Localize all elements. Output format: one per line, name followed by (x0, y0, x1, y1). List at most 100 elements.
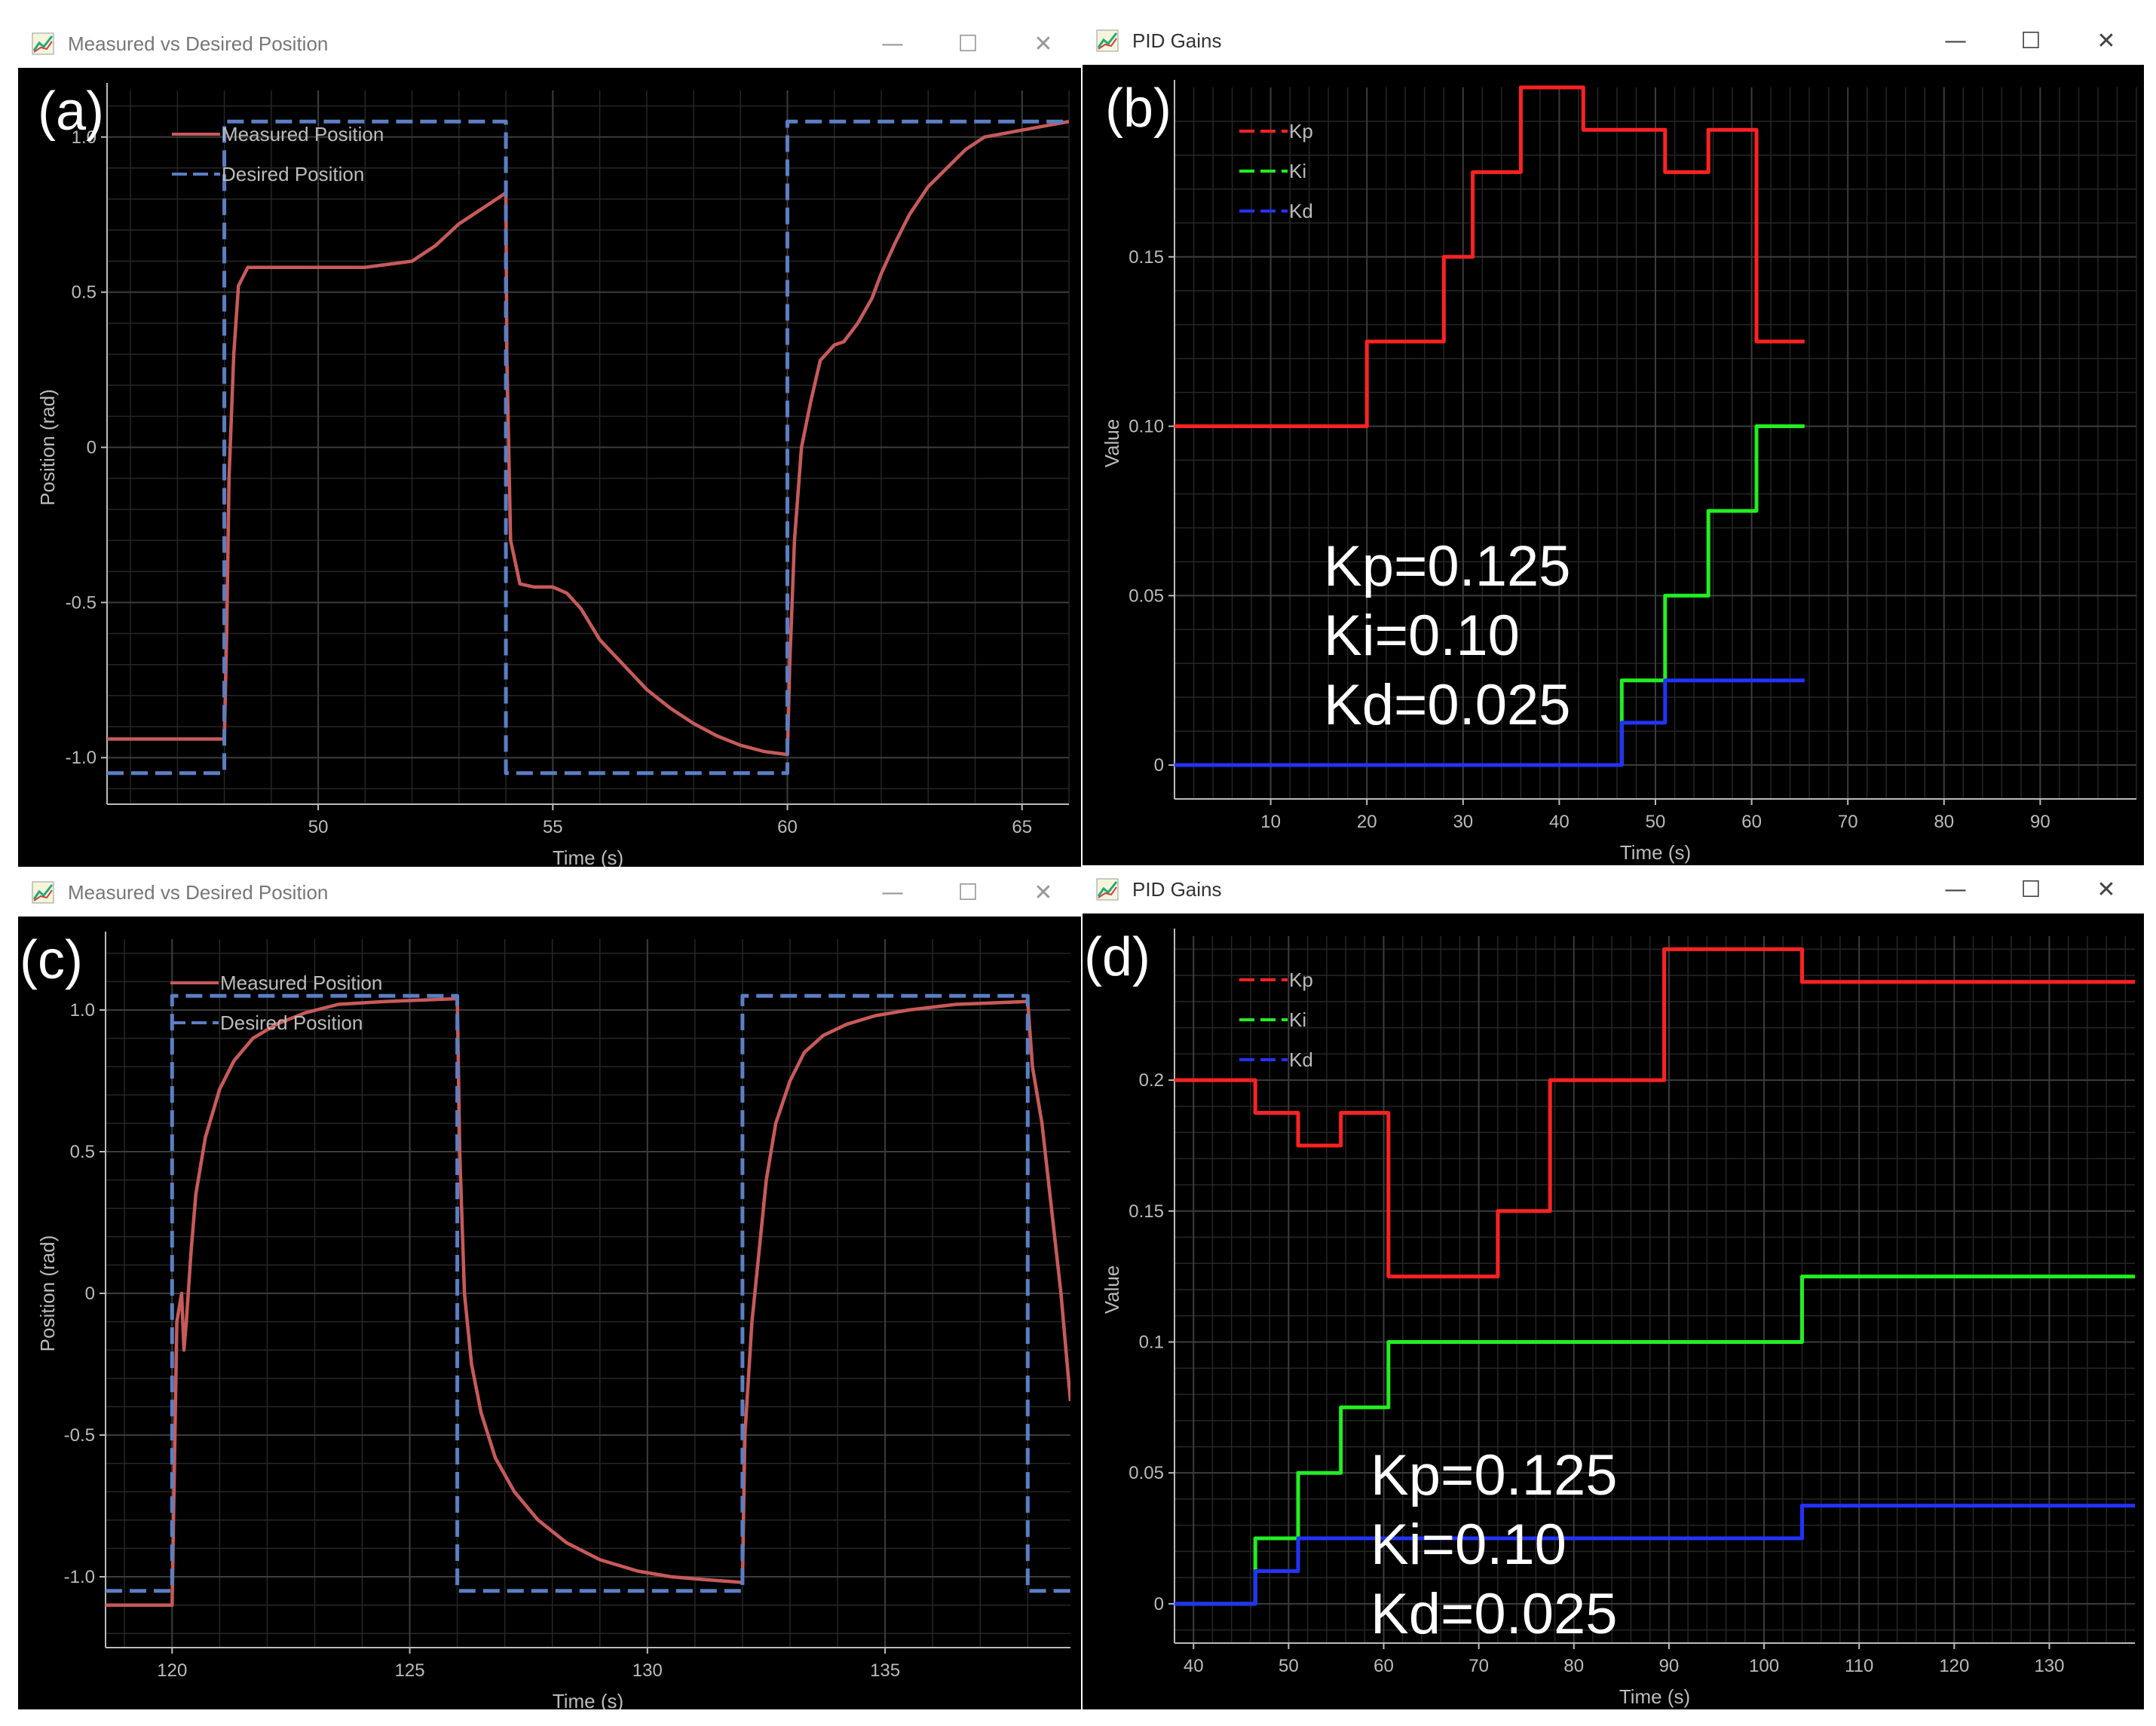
series-desired-position (107, 119, 1069, 776)
y-tick-label: 0 (87, 438, 96, 458)
series-measured-position (107, 119, 1069, 757)
y-axis-label: Value (1101, 419, 1123, 468)
series-kd (1174, 1504, 2135, 1606)
kd-annotation: Kd=0.025 (1324, 673, 1571, 737)
x-tick-label: 50 (308, 817, 329, 837)
app-icon (1096, 29, 1119, 52)
series-group (106, 993, 1070, 1607)
app-icon (32, 881, 54, 904)
legend-label: Measured Position (222, 123, 384, 145)
plot-area[interactable]: 40 50 60 70 80 90 100 110 120 130 0 0.05 0.1 0.15 0.2 T… (1083, 913, 2144, 1709)
close-button[interactable]: ✕ (2096, 27, 2116, 54)
x-axis-label: Time (s) (553, 846, 623, 867)
x-tick-label: 65 (1012, 817, 1032, 837)
kp-annotation: Kp=0.125 (1370, 1443, 1618, 1507)
minimize-button[interactable]: — (881, 30, 904, 57)
window-title: Measured vs Desired Position (68, 880, 329, 904)
close-button[interactable]: ✕ (2096, 876, 2116, 903)
window-measured-vs-desired-c: Measured vs Desired Position — ☐ ✕ 120 12… (18, 868, 1081, 1709)
grid (106, 939, 1070, 1648)
legend-label: Kp (1289, 969, 1313, 991)
series-desired-position (106, 993, 1070, 1593)
x-tick-label: 20 (1357, 812, 1377, 832)
position-chart[interactable]: 120 125 130 135 -1.0 -0.5 0 0.5 1.0 Time (s) Posit… (18, 917, 1081, 1709)
maximize-button[interactable]: ☐ (957, 30, 978, 57)
x-tick-label: 125 (395, 1660, 425, 1681)
maximize-button[interactable]: ☐ (957, 879, 978, 906)
window-pid-gains-b: PID Gains — ☐ ✕ 10 20 30 40 50 60 70 80 90 0 0.05 0… (1083, 17, 2144, 867)
legend-label: Desired Position (220, 1011, 363, 1034)
x-axis-label: Time (s) (553, 1690, 623, 1709)
x-tick-label: 130 (632, 1660, 663, 1681)
y-tick-label: 0.15 (1129, 247, 1164, 268)
plot-area[interactable]: 120 125 130 135 -1.0 -0.5 0 0.5 1.0 Time (s) Posit… (18, 917, 1081, 1709)
kp-annotation: Kp=0.125 (1324, 534, 1571, 598)
window-title: Measured vs Desired Position (68, 32, 329, 55)
panel-label: (a) (38, 81, 104, 142)
y-axis-label: Value (1101, 1265, 1123, 1314)
series-group (1174, 85, 1805, 767)
legend-label: Kd (1289, 1048, 1313, 1071)
x-tick-label: 30 (1453, 812, 1473, 832)
x-tick-label: 40 (1549, 812, 1570, 832)
y-tick-label: -1.0 (64, 1567, 95, 1587)
x-tick-label: 70 (1838, 812, 1858, 832)
close-button[interactable]: ✕ (1034, 30, 1053, 57)
position-chart[interactable]: 50 55 60 65 -1.0 -0.5 0 0.5 1.0 Time (s) Position … (18, 68, 1081, 867)
y-axis-label: Position (rad) (36, 1235, 59, 1352)
app-icon (32, 32, 54, 55)
x-tick-label: 70 (1468, 1656, 1489, 1676)
title-bar[interactable]: Measured vs Desired Position — ☐ ✕ (18, 20, 1081, 68)
legend-label: Kp (1289, 120, 1313, 142)
x-tick-label: 60 (777, 817, 798, 837)
y-tick-label: -1.0 (66, 748, 96, 768)
x-tick-label: 120 (157, 1660, 187, 1681)
x-tick-label: 90 (1659, 1656, 1680, 1676)
series-kd (1174, 678, 1805, 767)
maximize-button[interactable]: ☐ (2020, 27, 2041, 54)
minimize-button[interactable]: — (1944, 876, 1967, 903)
y-tick-label: 0.2 (1139, 1070, 1164, 1091)
grid (1174, 87, 2137, 800)
y-tick-label: 0 (85, 1284, 95, 1304)
legend-label: Kd (1289, 200, 1313, 222)
grid (107, 90, 1070, 804)
plot-area[interactable]: 10 20 30 40 50 60 70 80 90 0 0.05 0.10 0.15 Time (s) V… (1083, 65, 2144, 867)
x-tick-label: 50 (1646, 812, 1666, 832)
window-pid-gains-d: PID Gains — ☐ ✕ 40 50 60 70 80 90 100 110 120 130… (1083, 865, 2144, 1709)
title-bar[interactable]: PID Gains — ☐ ✕ (1083, 865, 2144, 913)
series-kp (1174, 85, 1805, 428)
y-tick-label: 0 (1154, 755, 1164, 776)
plot-area[interactable]: 50 55 60 65 -1.0 -0.5 0 0.5 1.0 Time (s) Position … (18, 68, 1081, 867)
x-axis-label: Time (s) (1619, 1685, 1690, 1708)
minimize-button[interactable]: — (881, 879, 904, 906)
minimize-button[interactable]: — (1944, 27, 1967, 54)
x-axis-label: Time (s) (1620, 841, 1691, 864)
y-axis-label: Position (rad) (36, 389, 59, 506)
series-ki (1174, 1275, 2135, 1606)
title-bar[interactable]: Measured vs Desired Position — ☐ ✕ (18, 868, 1081, 917)
panel-label: (d) (1084, 927, 1150, 987)
gains-chart[interactable]: 40 50 60 70 80 90 100 110 120 130 0 0.05 0.1 0.15 0.2 T… (1083, 913, 2144, 1709)
legend-label: Ki (1289, 1008, 1306, 1031)
window-measured-vs-desired-a: Measured vs Desired Position — ☐ ✕ 50 55 6… (18, 20, 1081, 867)
panel-label: (c) (20, 930, 83, 990)
window-title: PID Gains (1132, 29, 1222, 52)
y-tick-label: 1.0 (70, 1000, 95, 1021)
gains-chart[interactable]: 10 20 30 40 50 60 70 80 90 0 0.05 0.10 0.15 Time (s) V… (1083, 65, 2144, 867)
series-measured-position (106, 996, 1070, 1607)
close-button[interactable]: ✕ (1034, 879, 1053, 906)
maximize-button[interactable]: ☐ (2020, 876, 2041, 903)
legend-label: Desired Position (222, 163, 364, 185)
x-tick-label: 120 (1939, 1656, 1969, 1676)
x-tick-label: 50 (1279, 1656, 1299, 1676)
app-icon (1096, 878, 1119, 901)
ki-annotation: Ki=0.10 (1370, 1513, 1566, 1577)
x-tick-label: 80 (1934, 812, 1954, 832)
title-bar[interactable]: PID Gains — ☐ ✕ (1083, 17, 2144, 65)
window-title: PID Gains (1132, 877, 1222, 901)
series-group (107, 119, 1069, 776)
y-tick-label: -0.5 (66, 592, 96, 613)
ki-annotation: Ki=0.10 (1324, 604, 1520, 668)
y-tick-label: 0.5 (70, 1142, 95, 1162)
